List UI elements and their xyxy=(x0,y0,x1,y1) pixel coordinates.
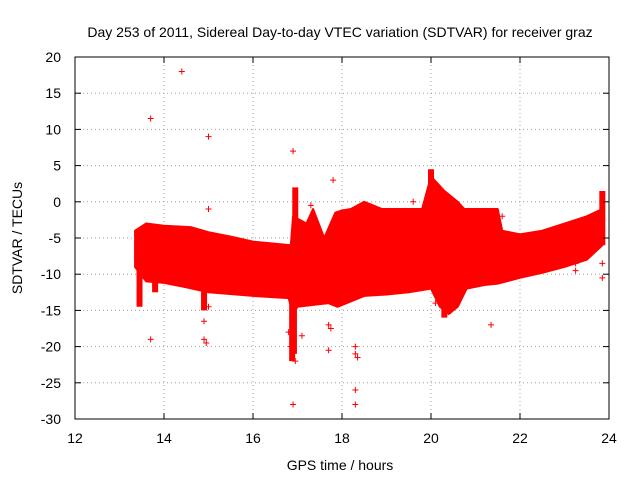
data-point xyxy=(285,329,292,336)
data-point xyxy=(330,177,337,184)
data-point xyxy=(203,339,210,346)
data-point xyxy=(354,354,361,361)
data-point xyxy=(574,256,581,263)
data-point xyxy=(599,274,606,281)
data-point xyxy=(287,343,294,350)
data-point xyxy=(352,387,359,394)
y-tick-label: 10 xyxy=(45,121,61,137)
data-point xyxy=(325,347,332,354)
dense-point-band xyxy=(134,175,604,316)
y-tick-label: 5 xyxy=(53,158,61,174)
data-point xyxy=(298,332,305,339)
data-point xyxy=(290,148,297,155)
data-point xyxy=(201,336,208,343)
data-point xyxy=(410,198,417,205)
x-tick-label: 24 xyxy=(601,430,617,446)
x-tick-label: 14 xyxy=(156,430,172,446)
data-point xyxy=(572,260,579,267)
y-tick-label: 0 xyxy=(53,194,61,210)
data-point xyxy=(178,68,185,75)
y-tick-label: 15 xyxy=(45,85,61,101)
x-tick-label: 20 xyxy=(423,430,439,446)
x-axis-label: GPS time / hours xyxy=(287,457,394,473)
data-band xyxy=(134,169,606,362)
data-point xyxy=(572,267,579,274)
data-point xyxy=(432,300,439,307)
data-point xyxy=(205,206,212,213)
y-tick-label: -15 xyxy=(41,302,61,318)
chart-title: Day 253 of 2011, Sidereal Day-to-day VTE… xyxy=(87,24,592,40)
data-point xyxy=(488,321,495,328)
y-tick-label: -5 xyxy=(49,230,62,246)
data-point xyxy=(147,115,154,122)
x-tick-label: 12 xyxy=(67,430,83,446)
data-point xyxy=(599,260,606,267)
data-point xyxy=(307,202,314,209)
data-point xyxy=(201,318,208,325)
axis-ticks xyxy=(74,56,610,420)
data-point xyxy=(290,401,297,408)
data-point xyxy=(419,274,426,281)
data-point xyxy=(325,321,332,328)
data-point xyxy=(352,350,359,357)
x-tick-label: 18 xyxy=(334,430,350,446)
y-axis-label: SDTVAR / TECUs xyxy=(9,182,25,294)
x-tick-label: 22 xyxy=(512,430,528,446)
x-tick-label: 16 xyxy=(245,430,261,446)
y-tick-label: -25 xyxy=(41,375,61,391)
y-tick-labels: 20 15 10 5 0 -5 -10 -15 -20 -25 -30 xyxy=(41,49,61,427)
y-tick-label: 20 xyxy=(45,49,61,65)
data-point xyxy=(292,358,299,365)
x-tick-labels: 12 14 16 18 20 22 24 xyxy=(67,430,617,446)
data-point xyxy=(365,206,372,213)
data-point xyxy=(499,213,506,220)
data-point xyxy=(352,343,359,350)
data-points xyxy=(147,68,606,408)
y-tick-label: -20 xyxy=(41,339,61,355)
data-point xyxy=(352,401,359,408)
y-tick-label: -10 xyxy=(41,266,61,282)
data-point xyxy=(205,133,212,140)
data-point xyxy=(327,325,334,332)
data-point xyxy=(147,336,154,343)
y-tick-label: -30 xyxy=(41,411,61,427)
data-point xyxy=(205,303,212,310)
